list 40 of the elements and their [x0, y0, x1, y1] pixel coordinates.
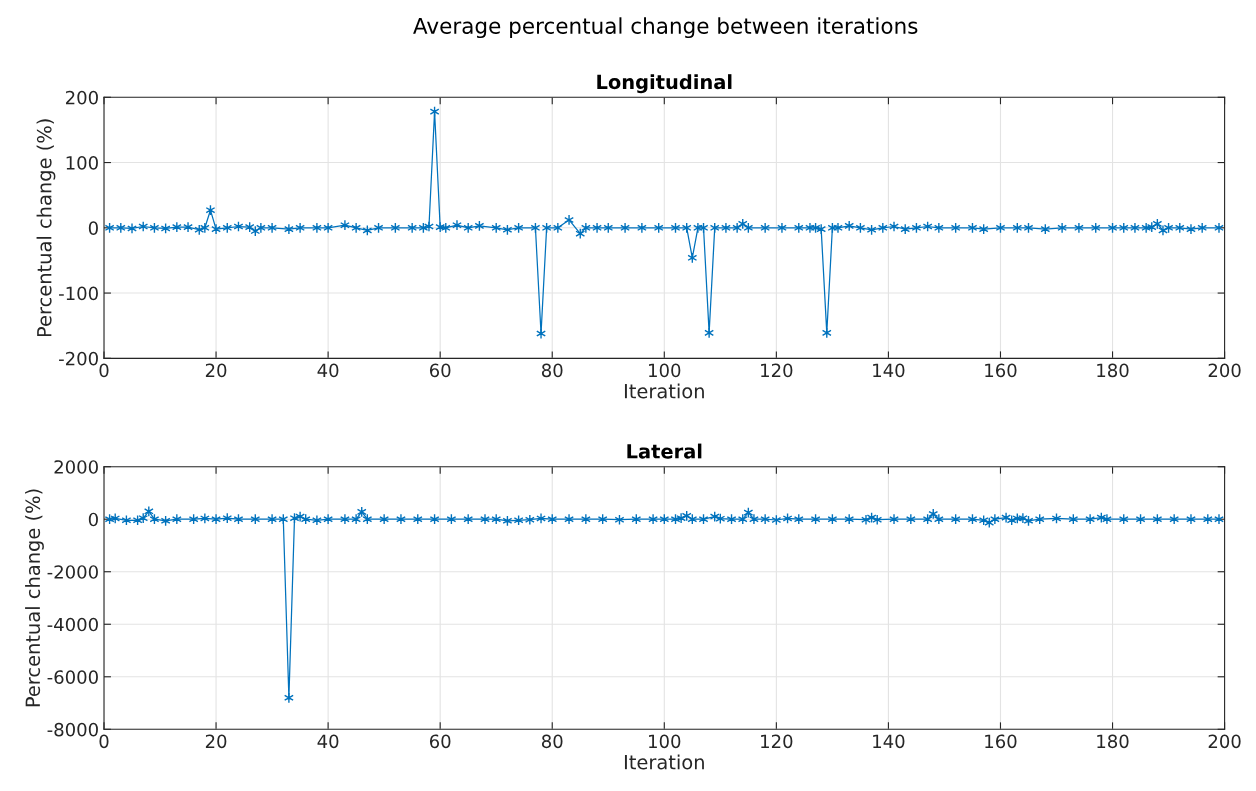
y-tick-label: -2000	[47, 565, 98, 579]
x-tick-label: 20	[205, 734, 227, 749]
text: Average percentual change between iterations	[413, 17, 918, 39]
y-tick-label: 0	[88, 221, 98, 235]
y-axis-title: Percentual change (%)	[25, 489, 44, 707]
x-tick-label: 0	[99, 363, 109, 378]
y-tick-label: -8000	[47, 722, 98, 737]
y-tick-label: 100	[66, 156, 98, 170]
y-tick-label: 2000	[54, 460, 98, 474]
y-tick-label: -4000	[47, 617, 98, 632]
x-tick-label: 40	[317, 734, 339, 749]
x-tick-label: 40	[317, 363, 339, 378]
x-tick-label: 60	[429, 734, 451, 749]
x-tick-label: 80	[541, 363, 563, 378]
x-tick-label: 120	[761, 734, 793, 749]
x-tick-label: 100	[649, 363, 681, 378]
x-tick-label: 0	[99, 734, 109, 749]
x-axis-title: Iteration	[624, 754, 704, 770]
x-tick-label: 160	[985, 734, 1017, 749]
y-tick-label: -200	[59, 351, 98, 366]
x-tick-label: 60	[429, 363, 451, 378]
y-tick-label: -6000	[47, 670, 98, 684]
x-tick-label: 80	[541, 734, 563, 749]
x-tick-label: 140	[873, 363, 905, 378]
x-tick-label: 20	[205, 363, 227, 378]
x-tick-label: 100	[649, 734, 681, 749]
y-tick-label: 200	[66, 90, 98, 105]
x-tick-label: 180	[1097, 734, 1129, 749]
y-axis-title: Percentual change (%)	[36, 119, 56, 337]
x-tick-label: 160	[985, 363, 1017, 378]
y-tick-label: 0	[88, 512, 98, 527]
x-axis-title: Iteration	[624, 383, 704, 399]
chart-title: Longitudinal	[597, 74, 732, 94]
x-tick-label: 140	[873, 734, 905, 749]
x-tick-label: 180	[1097, 363, 1129, 378]
x-tick-label: 120	[761, 363, 793, 378]
x-tick-label: 200	[1208, 734, 1241, 749]
y-tick-label: -100	[59, 286, 98, 301]
chart-title: Lateral	[627, 443, 702, 459]
x-tick-label: 200	[1208, 363, 1241, 378]
